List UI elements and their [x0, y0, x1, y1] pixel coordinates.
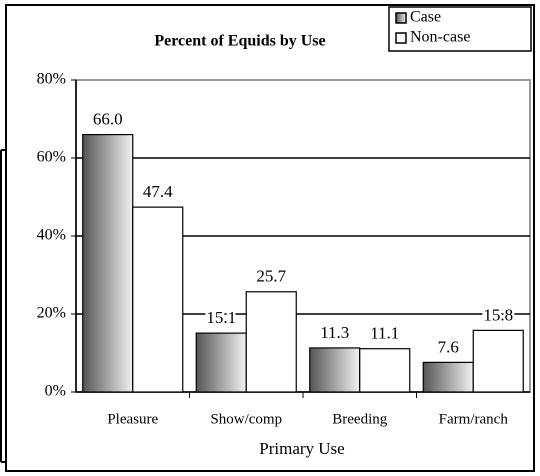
bar — [82, 134, 134, 393]
data-label: 11.3 — [320, 323, 349, 342]
bar — [245, 291, 297, 393]
y-tick-label: 20% — [37, 305, 66, 322]
x-tick-label: Pleasure — [107, 411, 158, 427]
y-tick-label: 80% — [37, 71, 66, 88]
bar — [472, 329, 524, 393]
data-label: 15.1 — [206, 308, 236, 327]
data-label: 7.6 — [438, 337, 459, 356]
data-label: 66.0 — [93, 110, 123, 129]
legend-box — [388, 6, 532, 52]
bar — [359, 348, 411, 393]
bar — [132, 206, 184, 393]
x-tick-label: Show/comp — [210, 411, 282, 427]
legend-label: Case — [410, 9, 441, 26]
y-tick-label: 40% — [37, 227, 66, 244]
chart-border — [5, 4, 535, 472]
legend-swatch — [395, 12, 407, 24]
bar — [195, 332, 247, 393]
data-label: 47.4 — [143, 182, 173, 201]
data-label: 11.1 — [370, 324, 399, 343]
bar — [422, 361, 474, 393]
legend-label: Non-case — [410, 29, 470, 46]
y-tick-label: 60% — [37, 149, 66, 166]
x-tick-label: Farm/ranch — [439, 411, 509, 427]
data-label: 15.8 — [483, 305, 513, 324]
x-axis-title: Primary Use — [259, 439, 344, 458]
legend-swatch — [395, 32, 407, 44]
data-label: 25.7 — [256, 267, 286, 286]
bar — [309, 347, 361, 393]
x-tick-label: Breeding — [332, 411, 387, 427]
y-tick-label: 0% — [45, 383, 66, 400]
chart-title: Percent of Equids by Use — [154, 33, 325, 50]
